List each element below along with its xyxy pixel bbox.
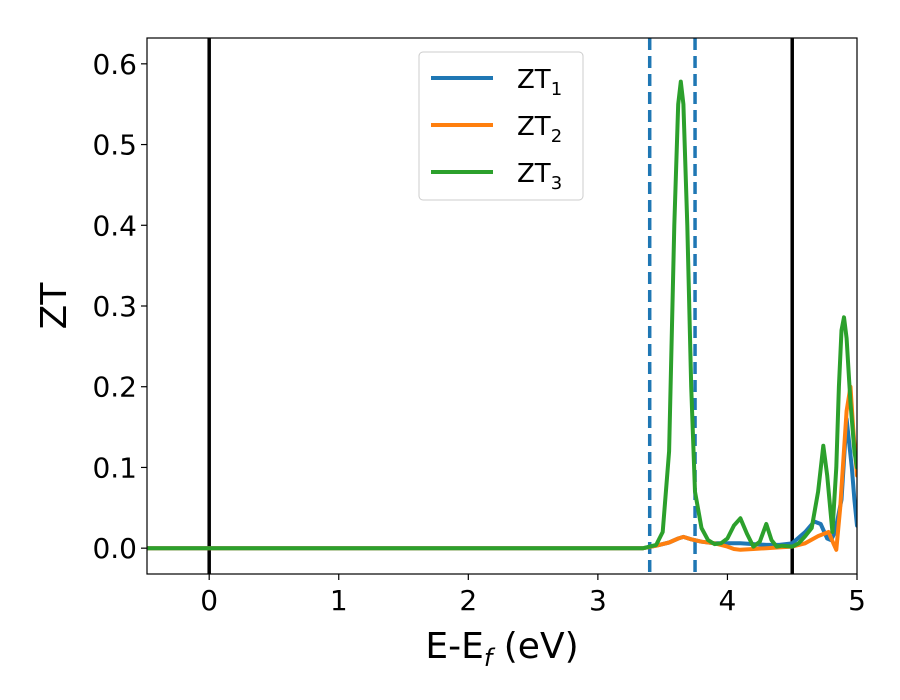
y-tick-label: 0.4 <box>92 209 137 242</box>
y-axis-title: ZT <box>34 282 75 330</box>
x-tick-label: 5 <box>848 584 866 617</box>
y-tick-label: 0.2 <box>92 371 137 404</box>
legend-box <box>418 51 584 201</box>
y-tick-label: 0.1 <box>92 451 137 484</box>
y-tick-label: 0.3 <box>92 290 137 323</box>
y-tick-label: 0.0 <box>92 532 137 565</box>
legend-label-zt2: ZT2 <box>517 112 562 147</box>
x-axis-title-suffix: (eV) <box>492 626 578 667</box>
legend-label-subscript: 3 <box>551 173 562 194</box>
x-tick-label: 1 <box>330 584 348 617</box>
legend-label-main: ZT <box>517 112 551 142</box>
x-axis-title-main: E-E <box>425 626 483 667</box>
legend-label-subscript: 2 <box>551 126 562 147</box>
x-tick-label: 4 <box>719 584 737 617</box>
x-axis-title: E-Ef (eV) <box>425 626 578 672</box>
series-line-zt2 <box>147 384 857 552</box>
x-tick-label: 0 <box>200 584 218 617</box>
x-tick-label: 2 <box>459 584 477 617</box>
legend-label-subscript: 1 <box>551 79 562 100</box>
x-tick-label: 3 <box>589 584 607 617</box>
legend-label-zt3: ZT3 <box>517 159 562 194</box>
legend-label-main: ZT <box>517 65 551 95</box>
y-tick-label: 0.5 <box>92 129 137 162</box>
legend-label-main: ZT <box>517 159 551 189</box>
series-line-zt3 <box>147 79 857 551</box>
legend-label-zt1: ZT1 <box>517 65 562 100</box>
y-tick-label: 0.6 <box>92 48 137 81</box>
